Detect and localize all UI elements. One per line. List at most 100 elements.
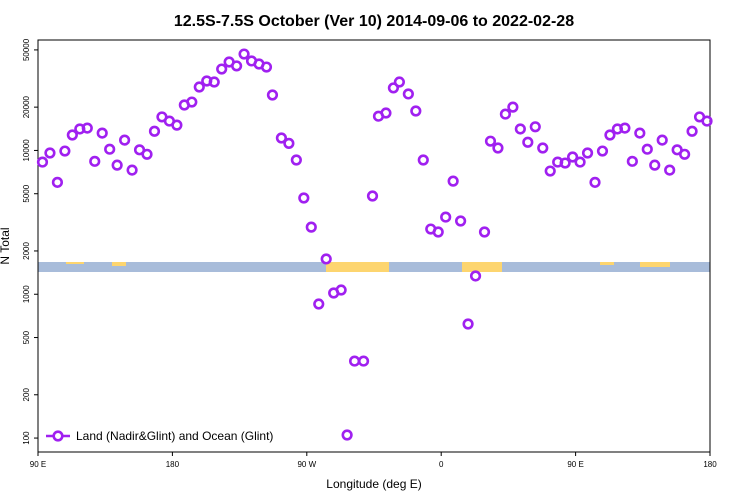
data-point [499, 108, 512, 120]
data-point [283, 137, 295, 149]
data-point [574, 156, 586, 168]
data-point [380, 107, 392, 119]
data-point [402, 88, 414, 100]
y-tick-label: 5000 [22, 184, 31, 202]
data-point [529, 121, 541, 133]
data-point [492, 142, 504, 154]
y-tick-label: 100 [22, 431, 31, 445]
data-point [313, 298, 325, 310]
data-point [634, 127, 646, 139]
data-point [141, 148, 153, 160]
land-patch [326, 262, 389, 272]
legend-label: Land (Nadir&Glint) and Ocean (Glint) [76, 429, 273, 443]
data-point [589, 176, 601, 188]
data-point [514, 123, 526, 135]
land-patch [640, 262, 670, 267]
x-tick-label: 0 [439, 460, 444, 469]
y-axis-label: N Total [0, 227, 12, 264]
y-tick-label: 2000 [22, 242, 31, 260]
data-point [348, 355, 361, 367]
plot-frame [37, 39, 711, 453]
land-patch [462, 262, 502, 272]
x-tick-label: 180 [166, 460, 180, 469]
data-point [298, 192, 310, 204]
data-point [596, 145, 609, 157]
data-point [478, 226, 491, 238]
data-point [581, 147, 594, 159]
data-point [59, 145, 71, 157]
data-point [148, 125, 161, 137]
data-point [216, 63, 228, 75]
data-point [567, 151, 579, 163]
data-point [89, 155, 101, 167]
x-axis-label: Longitude (deg E) [326, 477, 421, 491]
data-point [469, 270, 482, 282]
data-point [447, 175, 459, 187]
legend-entry: Land (Nadir&Glint) and Ocean (Glint) [46, 429, 273, 443]
data-point [679, 148, 691, 160]
data-point [238, 48, 250, 60]
land-patch [112, 262, 126, 266]
data-point [208, 76, 220, 88]
y-tick-label: 10000 [22, 139, 31, 162]
data-point [559, 157, 571, 169]
land-ocean-strip [38, 262, 710, 272]
data-point [305, 221, 317, 233]
data-point [522, 136, 534, 148]
data-point [626, 155, 638, 167]
x-tick-label: 90 W [297, 460, 316, 469]
land-patch [600, 262, 614, 265]
data-point [275, 132, 288, 144]
data-point [81, 122, 93, 134]
data-point [36, 156, 49, 168]
data-point [701, 115, 713, 127]
data-point [171, 119, 183, 131]
data-point [357, 355, 370, 367]
data-point [104, 143, 116, 155]
data-point [544, 165, 556, 177]
data-point [126, 164, 138, 176]
data-point [231, 60, 243, 72]
data-point [656, 134, 668, 146]
y-tick-label: 20000 [22, 95, 31, 118]
data-point [484, 135, 497, 147]
data-point [260, 61, 273, 73]
data-point [366, 190, 379, 202]
chart-title: 12.5S-7.5S October (Ver 10) 2014-09-06 t… [174, 13, 574, 30]
data-point [641, 143, 653, 155]
data-point [290, 154, 302, 166]
data-point [432, 226, 444, 238]
y-tick-label: 1000 [22, 285, 31, 303]
data-point [387, 82, 400, 94]
data-point [604, 129, 616, 141]
x-tick-label: 90 E [567, 460, 583, 469]
x-tick-label: 180 [703, 460, 717, 469]
data-point [410, 105, 422, 117]
x-tick-label: 90 E [30, 460, 46, 469]
data-point [393, 76, 405, 88]
data-point [320, 253, 332, 265]
data-point [66, 129, 78, 141]
data-point [335, 284, 347, 296]
y-tick-label: 500 [22, 330, 31, 344]
data-point [51, 176, 64, 188]
data-point [96, 127, 108, 139]
y-tick-label: 200 [22, 388, 31, 402]
data-point [619, 122, 631, 134]
data-point [686, 125, 698, 137]
data-point [649, 159, 661, 171]
data-point [440, 211, 452, 223]
data-point [119, 134, 131, 146]
data-point [455, 215, 467, 227]
data-point [193, 81, 205, 93]
data-point [417, 154, 429, 166]
data-point [186, 96, 198, 108]
y-tick-label: 50000 [22, 38, 31, 61]
data-point [507, 101, 519, 113]
data-point [341, 429, 353, 441]
data-point [44, 147, 56, 159]
land-patch [66, 262, 84, 264]
data-point [537, 142, 549, 154]
data-point [664, 164, 676, 176]
